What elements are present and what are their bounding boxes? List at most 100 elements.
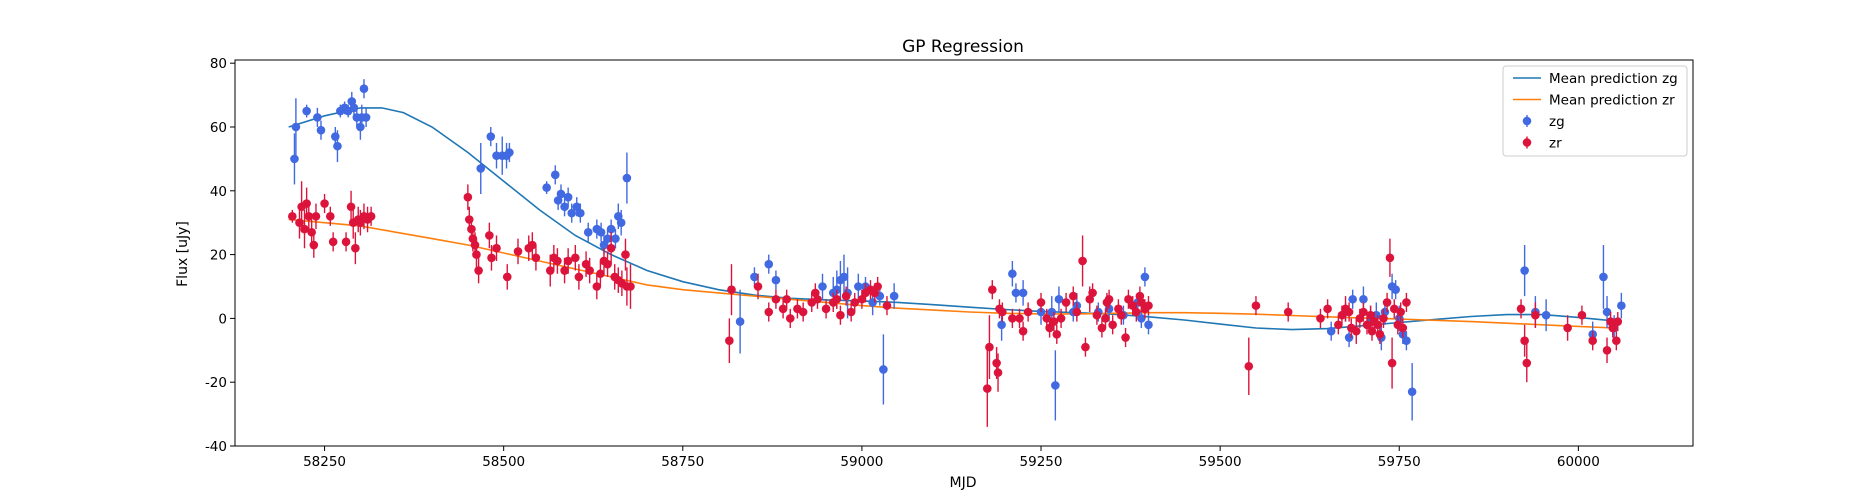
- data-point: [1599, 272, 1608, 282]
- data-point: [735, 317, 745, 326]
- data-point: [531, 253, 541, 263]
- data-point: [592, 282, 602, 291]
- data-point: [857, 294, 867, 304]
- data-point: [309, 240, 319, 250]
- data-point: [1355, 314, 1365, 323]
- data-point: [486, 132, 496, 141]
- data-point: [1391, 285, 1400, 294]
- data-point: [1097, 323, 1107, 333]
- data-point: [1522, 358, 1532, 368]
- data-point: [560, 266, 569, 275]
- data-point: [304, 212, 314, 221]
- data-point: [1128, 301, 1138, 310]
- data-point: [821, 304, 831, 314]
- x-tick-label: 58500: [482, 454, 525, 470]
- data-point: [1344, 307, 1354, 317]
- data-point: [316, 125, 326, 135]
- data-point: [1244, 361, 1254, 371]
- data-point: [1049, 317, 1059, 326]
- data-point: [300, 224, 309, 234]
- data-point: [1008, 314, 1017, 323]
- data-point: [505, 148, 514, 157]
- data-point: [487, 253, 496, 263]
- data-point: [485, 231, 494, 240]
- data-point: [1389, 304, 1399, 314]
- data-point: [832, 294, 842, 304]
- data-point: [1520, 266, 1529, 275]
- data-point: [818, 282, 827, 291]
- data-point: [585, 266, 594, 275]
- data-point: [288, 212, 297, 221]
- data-point: [1385, 253, 1395, 263]
- data-point: [346, 202, 356, 212]
- x-tick-label: 58250: [303, 454, 346, 470]
- y-tick-label: 80: [210, 56, 227, 72]
- x-tick-label: 59500: [1199, 454, 1242, 470]
- data-point: [611, 234, 620, 243]
- x-tick-label: 59000: [840, 454, 883, 470]
- data-point: [1602, 345, 1612, 355]
- data-point: [320, 199, 329, 208]
- data-point: [992, 358, 1001, 368]
- data-point: [313, 113, 322, 122]
- y-tick-label: -40: [205, 439, 227, 455]
- data-point: [528, 240, 537, 250]
- data-point: [854, 282, 863, 291]
- data-point: [311, 212, 321, 221]
- data-point: [542, 183, 551, 192]
- data-point: [556, 189, 566, 199]
- data-point: [492, 243, 501, 253]
- data-point: [873, 282, 882, 291]
- data-point: [1121, 333, 1130, 342]
- data-point: [1132, 307, 1141, 317]
- x-axis-label: MJD: [950, 475, 977, 491]
- data-point: [1362, 320, 1372, 330]
- data-point: [1326, 326, 1336, 336]
- data-point: [1018, 326, 1028, 336]
- data-point: [1613, 317, 1623, 326]
- data-point: [1588, 336, 1597, 346]
- data-point: [351, 243, 360, 253]
- data-point: [545, 266, 555, 275]
- data-point: [1101, 314, 1110, 323]
- data-point: [982, 384, 992, 393]
- data-point: [467, 224, 476, 234]
- data-point: [839, 272, 849, 282]
- data-point: [985, 342, 994, 352]
- data-point: [596, 227, 606, 237]
- data-point: [1373, 320, 1383, 330]
- legend: Mean prediction zg Mean prediction zr zg zr: [1502, 65, 1688, 157]
- data-point: [502, 272, 512, 282]
- data-point: [349, 103, 359, 113]
- data-point: [988, 285, 997, 294]
- chart-title: GP Regression: [902, 37, 1024, 57]
- y-tick-label: 60: [210, 120, 227, 136]
- data-point: [1104, 294, 1114, 304]
- data-point: [621, 250, 630, 259]
- data-point: [850, 298, 860, 307]
- data-point: [295, 218, 304, 227]
- data-point: [882, 301, 892, 310]
- data-point: [993, 368, 1003, 377]
- data-point: [836, 310, 845, 320]
- y-tick-label: 20: [210, 248, 227, 264]
- data-point: [563, 256, 573, 266]
- axes: 58250 58500 58750 59000 59250 59500 59750 60000…: [205, 56, 1600, 470]
- data-point: [1367, 326, 1377, 336]
- data-point: [997, 320, 1006, 330]
- x-tick-label: 60000: [1557, 454, 1600, 470]
- data-point: [1359, 307, 1368, 317]
- data-point: [291, 122, 301, 132]
- data-point: [560, 202, 569, 212]
- data-point: [622, 173, 632, 183]
- data-point: [1541, 310, 1551, 320]
- mean-line: [288, 107, 1615, 331]
- data-point: [626, 282, 635, 291]
- data-point: [750, 272, 759, 282]
- data-point: [563, 192, 573, 202]
- data-point: [727, 285, 736, 294]
- data-point: [476, 164, 486, 173]
- x-tick-label: 59250: [1020, 454, 1063, 470]
- data-point: [1108, 320, 1117, 330]
- data-point: [841, 291, 851, 301]
